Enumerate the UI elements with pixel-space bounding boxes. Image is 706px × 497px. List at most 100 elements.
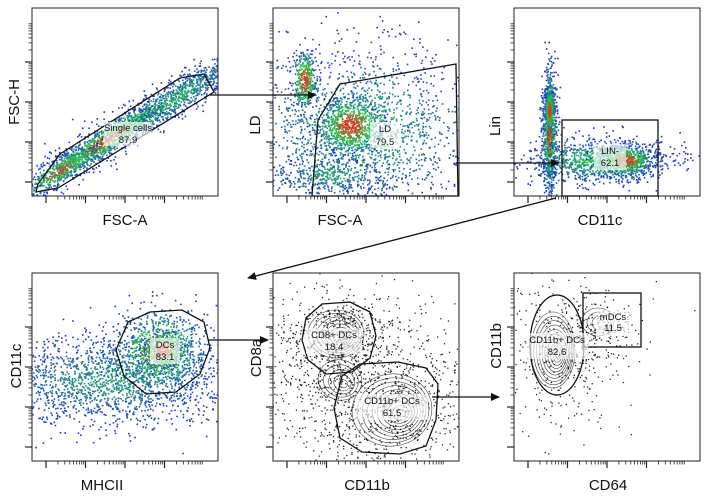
event-dot [39,171,42,174]
event-dot [436,162,438,164]
event-dot [113,159,115,161]
event-dot [126,115,128,117]
event-dot [354,117,356,120]
event-dot [344,150,347,153]
event-dot [362,95,364,98]
event-dot [314,123,317,126]
event-dot [323,201,325,203]
event-dot [363,161,365,164]
event-dot [304,90,306,93]
event-dot [162,102,164,104]
event-dot [43,177,45,180]
event-dot [149,116,151,118]
event-dot [386,179,388,182]
event-dot [337,269,339,271]
event-dot [300,172,302,175]
event-dot [78,165,81,167]
event-dot [191,88,193,91]
event-dot [337,144,339,147]
event-dot [197,89,200,91]
event-dot [367,147,370,150]
event-dot [334,152,336,154]
event-dot [298,249,300,251]
event-dot [380,156,382,159]
event-dot [319,141,321,143]
event-dot [183,97,186,100]
event-dot [140,115,143,118]
event-dot [317,159,319,161]
event-dot [98,140,100,143]
event-dot [170,108,172,111]
event-dot [340,123,342,126]
event-dot [295,120,297,122]
event-dot [339,190,341,193]
event-dot [58,163,60,166]
event-dot [386,161,388,164]
event-dot [193,95,195,98]
event-dot [42,179,45,181]
event-dot [415,162,418,164]
event-dot [422,81,425,83]
event-dot [422,153,425,155]
event-dot [62,168,65,170]
event-dot [395,118,398,121]
event-dot [392,175,394,177]
event-dot [377,187,380,190]
event-dot [159,131,162,133]
event-dot [176,93,179,95]
event-dot [398,68,400,71]
event-dot [327,62,329,64]
event-dot [404,136,406,139]
event-dot [321,128,324,130]
event-dot [375,179,378,182]
event-dot [412,154,414,156]
event-dot [113,146,116,149]
event-dot [392,70,395,73]
event-dot [56,168,58,170]
event-dot [295,164,298,167]
event-dot [96,154,98,156]
event-dot [423,154,426,156]
event-dot [334,141,336,143]
event-dot [427,113,430,115]
event-dot [476,63,478,65]
event-dot [319,52,321,55]
event-dot [460,128,462,130]
event-dot [144,118,147,121]
event-dot [383,154,386,156]
event-dot [380,151,383,153]
event-dot [364,133,366,135]
event-dot [345,113,347,116]
event-dot [286,146,289,148]
event-dot [289,71,291,73]
event-dot [454,155,457,158]
event-dot [63,158,66,160]
event-dot [309,130,311,133]
event-dot [382,119,385,122]
event-dot [240,49,242,51]
event-dot [448,127,450,130]
event-dot [238,44,240,46]
event-dot [39,181,42,184]
event-dot [258,30,260,32]
event-dot [325,181,328,184]
event-dot [197,71,199,74]
event-dot [62,163,65,165]
event-dot [277,52,279,54]
event-dot [280,126,283,128]
event-dot [429,157,431,160]
event-dot [179,104,182,107]
event-dot [352,92,354,94]
event-dot [337,140,339,142]
event-dot [387,103,389,106]
event-dot [340,107,342,110]
event-dot [261,55,263,57]
event-dot [124,147,127,149]
event-dot [387,156,390,158]
event-dot [460,132,462,134]
event-dot [359,118,362,120]
event-dot [348,187,350,189]
event-dot [364,94,367,96]
event-dot [205,97,207,100]
event-dot [418,99,421,102]
